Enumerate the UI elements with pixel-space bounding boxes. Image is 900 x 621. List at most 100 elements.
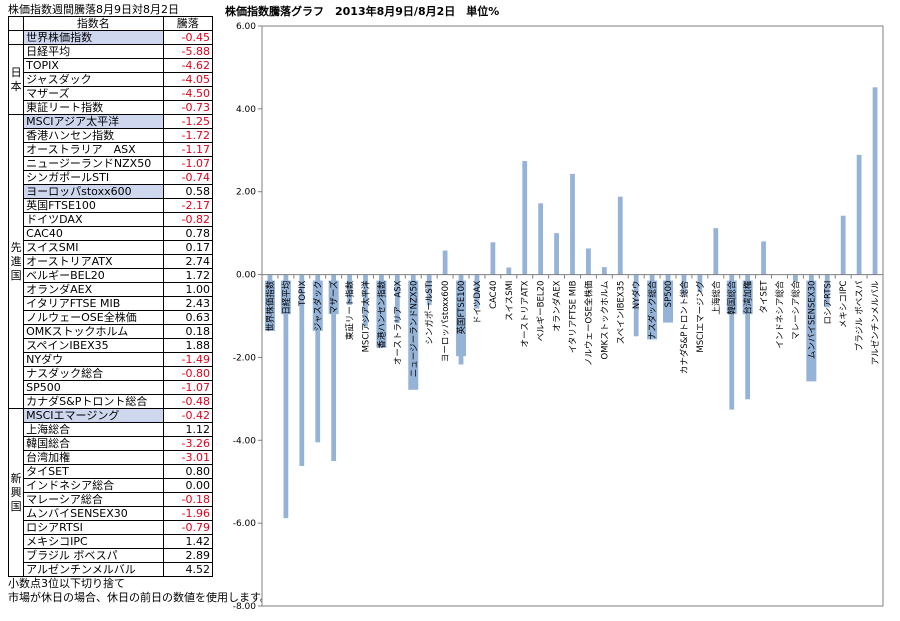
index-name: 台湾加権	[23, 450, 164, 465]
x-category-label: オーストラリア ASX	[393, 280, 403, 365]
table-row: オーストラリア ASX -1.17	[9, 142, 213, 157]
x-category-label: MSCIアジア太平洋	[361, 280, 372, 352]
x-label-highlight	[742, 280, 753, 315]
x-category-label-group: NYダウ	[631, 281, 642, 310]
table-row: マレーシア総合 -0.18	[9, 492, 213, 507]
x-category-label-group: カナダS&Pトロント総合	[679, 280, 690, 374]
table-row: NYダウ -1.49	[9, 352, 213, 367]
x-label-highlight	[328, 280, 339, 315]
index-name: マレーシア総合	[23, 492, 164, 507]
x-category-label-group: オランダAEX	[552, 280, 563, 331]
x-category-label: 英国FTSE100	[456, 281, 467, 335]
index-change-value: -5.88	[162, 44, 213, 59]
bar	[426, 274, 432, 306]
chart-title: 株価指数騰落グラフ 2013年8月9日/8月2日 単位%	[225, 5, 500, 18]
x-category-label-group: ジャスダック	[312, 280, 324, 331]
index-change-value: -3.26	[162, 436, 213, 451]
table-row: オーストリアATX 2.74	[9, 254, 213, 269]
index-name: マザーズ	[23, 86, 164, 101]
x-category-label-group: ロシアRTSI	[823, 281, 833, 325]
index-change-value: -1.72	[162, 128, 213, 143]
index-name: 東証リート指数	[23, 100, 164, 115]
bar	[299, 274, 305, 466]
x-category-label-group: ノルウェーOSE全株価	[583, 280, 594, 366]
index-change-value: 1.00	[162, 282, 213, 297]
table-row: CAC40 0.78	[9, 226, 213, 241]
bar	[570, 173, 575, 275]
table-row: TOPIX -4.62	[9, 58, 213, 73]
table-row: 上海総合 1.12	[9, 422, 213, 437]
index-name: 世界株価指数	[23, 30, 164, 45]
y-tick-label: 6.00	[236, 22, 256, 32]
index-table-panel: 株価指数週間騰落8月9日対8月2日 指数名 騰落 世界株価指数 -0.45 日本 日経平均…	[7, 3, 271, 605]
x-category-label-group: ベルギーBEL20	[537, 281, 547, 342]
index-change-value: 0.58	[162, 184, 213, 199]
index-table: 指数名 騰落 世界株価指数 -0.45 日本 日経平均 -5.88 TOPIX -4.62 ジャス…	[7, 16, 213, 577]
index-name: ヨーロッパstoxx600	[23, 184, 164, 199]
x-category-label: インドネシア総合	[775, 280, 786, 349]
bar	[872, 87, 878, 275]
x-category-label: NYダウ	[631, 281, 642, 310]
x-category-label-group: ブラジル ボベスパ	[854, 280, 865, 351]
table-row: ジャスダック -4.05	[9, 72, 213, 87]
x-category-label-group: 世界株価指数	[264, 280, 276, 332]
x-category-label-group: SP500	[663, 280, 674, 323]
x-category-label: スイスSMI	[505, 281, 515, 321]
bar	[442, 250, 448, 275]
index-name: スペインIBEX35	[23, 338, 164, 353]
bar	[824, 274, 830, 308]
bar	[586, 248, 591, 275]
x-category-label-group: ドイツDAX	[473, 280, 483, 324]
bar	[840, 215, 846, 275]
index-change-value: 2.43	[162, 296, 213, 311]
index-change-value: -0.73	[162, 100, 213, 115]
index-change-value: 2.74	[162, 254, 213, 269]
table-row: ロシアRTSI -0.79	[9, 520, 213, 535]
index-change-value: -1.25	[162, 114, 213, 129]
y-tick-label: -8.00	[233, 602, 257, 612]
x-category-label: アルゼンチンメルバル	[870, 280, 881, 365]
table-row: ノルウェーOSE全株価 0.63	[9, 310, 213, 325]
x-category-label-group: 台湾加権	[742, 280, 754, 315]
x-category-label: 韓国総合	[727, 280, 738, 315]
index-change-value: 0.18	[162, 324, 213, 339]
x-category-label: スペインIBEX35	[616, 281, 626, 345]
x-category-label-group: マザーズ	[328, 280, 340, 315]
index-name: カナダS&Pトロント総合	[23, 394, 164, 409]
x-category-label-group: 香港ハンセン指数	[376, 280, 387, 349]
index-name: ジャスダック	[23, 72, 164, 87]
table-row: ブラジル ボベスパ 2.89	[9, 548, 213, 563]
index-name: ナスダック総合	[23, 366, 164, 381]
index-name: ムンバイSENSEX30	[23, 506, 164, 521]
index-change-value: -4.50	[162, 86, 213, 101]
index-name: メキシコIPC	[23, 534, 164, 549]
x-category-label: SP500	[664, 281, 674, 308]
bar	[761, 241, 766, 275]
x-category-label-group: ムンバイSENSEX30	[806, 280, 817, 382]
x-label-highlight	[376, 280, 387, 348]
index-change-value: -0.45	[162, 30, 213, 45]
index-change-value: -1.49	[162, 352, 213, 367]
x-category-label: ムンバイSENSEX30	[807, 281, 817, 360]
x-label-highlight	[456, 280, 467, 357]
index-name: オランダAEX	[23, 282, 164, 297]
y-tick-label: 0.00	[236, 271, 256, 281]
bar	[681, 274, 687, 295]
index-name: ベルギーBEL20	[23, 268, 164, 283]
bar	[506, 267, 512, 275]
bar	[617, 196, 623, 275]
index-name: ブラジル ボベスパ	[23, 548, 164, 563]
index-name: CAC40	[23, 226, 164, 241]
index-change-value: 0.80	[162, 464, 213, 479]
index-name: アルゼンチンメルバル	[23, 562, 164, 577]
y-tick-label: -4.00	[233, 436, 257, 446]
bar	[522, 161, 528, 275]
y-tick-label: -6.00	[233, 519, 257, 529]
bar	[729, 274, 735, 410]
table-row: インドネシア総合 0.00	[9, 478, 213, 493]
x-category-label: ブラジル ボベスパ	[854, 280, 865, 351]
x-category-label-group: イタリアFTSE MIB	[569, 280, 579, 353]
index-change-value: 1.12	[162, 422, 213, 437]
x-category-label: TOPIX	[298, 280, 308, 307]
table-row: タイSET 0.80	[9, 464, 213, 479]
